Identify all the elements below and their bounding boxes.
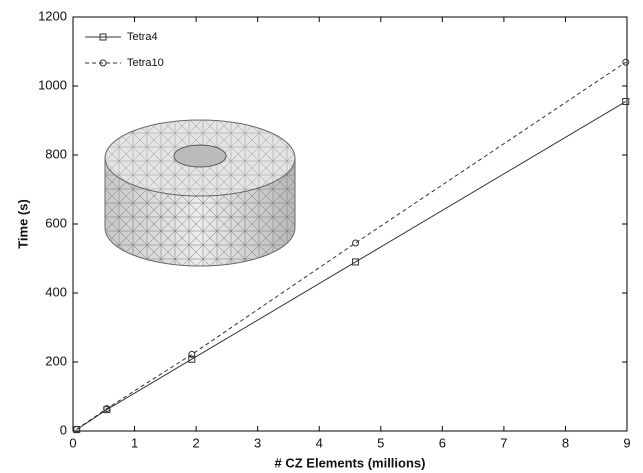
- legend-text: Tetra10: [127, 57, 164, 69]
- y-axis-label: Time (s): [15, 199, 30, 249]
- x-tick-label: 9: [623, 435, 630, 450]
- y-tick-label: 200: [45, 353, 67, 368]
- y-tick-label: 400: [45, 284, 67, 299]
- x-axis-label: # CZ Elements (millions): [275, 455, 426, 470]
- x-tick-label: 8: [562, 435, 569, 450]
- y-tick-label: 0: [60, 422, 67, 437]
- y-tick-label: 600: [45, 215, 67, 230]
- x-tick-label: 6: [439, 435, 446, 450]
- x-tick-label: 1: [131, 435, 138, 450]
- x-tick-label: 3: [254, 435, 261, 450]
- page: # CZ Elements (millions) Time (s) 0 1 2 3 4 5…: [0, 0, 643, 473]
- mesh-illustration: [105, 120, 295, 266]
- marker: [353, 240, 359, 246]
- x-tick-label: 2: [192, 435, 199, 450]
- chart: # CZ Elements (millions) Time (s) 0 1 2 3 4 5…: [0, 0, 643, 473]
- y-tick-label: 1000: [38, 77, 67, 92]
- x-tick-label: 7: [500, 435, 507, 450]
- y-tick-label: 800: [45, 146, 67, 161]
- legend-text: Tetra4: [127, 31, 158, 43]
- x-tick-label: 5: [377, 435, 384, 450]
- x-tick-label: 4: [316, 435, 323, 450]
- x-tick-label: 0: [69, 435, 76, 450]
- y-tick-label: 1200: [38, 8, 67, 23]
